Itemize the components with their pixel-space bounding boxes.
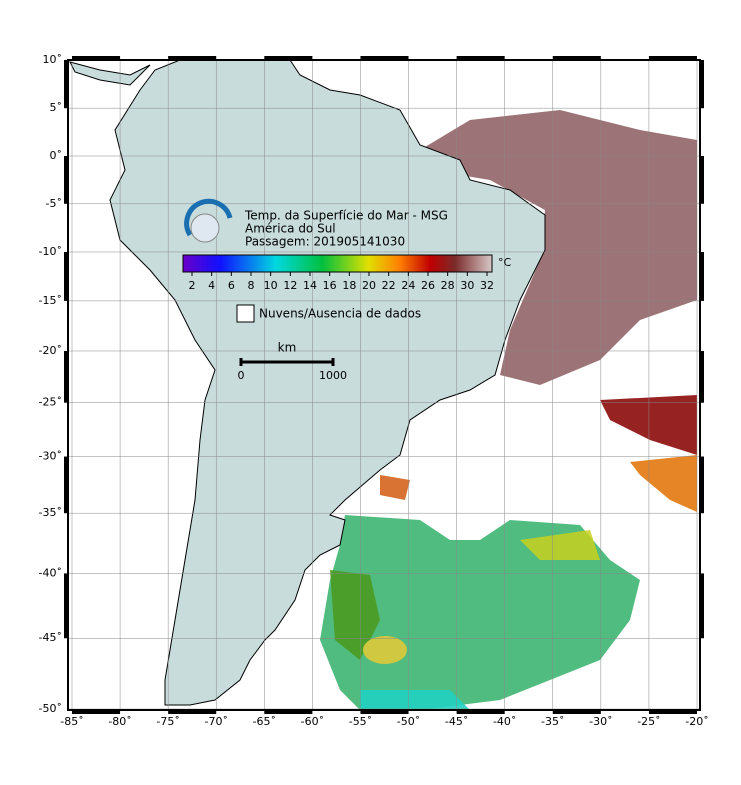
lon-tick-label: -25˚ (637, 715, 660, 728)
graticule (68, 59, 700, 710)
lat-tick-label: -20˚ (39, 344, 62, 357)
frame-segment (456, 56, 505, 60)
title-line: Temp. da Superfície do Mar - MSG (244, 209, 448, 223)
colorbar-tick-label: 6 (228, 279, 235, 292)
frame-segment (700, 573, 704, 639)
colorbar-tick-label: 16 (323, 279, 337, 292)
frame-segment (700, 350, 704, 403)
lon-tick-label: -55˚ (349, 715, 372, 728)
frame-segment (360, 710, 409, 714)
lat-tick-label: 5˚ (50, 101, 63, 114)
colorbar-tick-label: 28 (441, 279, 455, 292)
frame-segment (552, 56, 601, 60)
lat-tick-label: 0˚ (50, 149, 63, 162)
colorbar-tick-label: 22 (382, 279, 396, 292)
frame-segment (64, 155, 68, 204)
scale-bar (239, 358, 335, 366)
lon-tick-label: -40˚ (493, 715, 516, 728)
scale-label: 1000 (319, 369, 347, 382)
lon-tick-label: -50˚ (397, 715, 420, 728)
lon-tick-label: -35˚ (541, 715, 564, 728)
colorbar-tick-label: 10 (264, 279, 278, 292)
lat-tick-label: -30˚ (39, 450, 62, 463)
scale-unit: km (278, 341, 297, 355)
continent (109, 59, 546, 706)
frame-segment (64, 350, 68, 403)
colorbar-unit: °C (498, 256, 512, 269)
frame-segment (456, 710, 505, 714)
legend-swatch (236, 304, 255, 323)
colorbar-tick-label: 24 (401, 279, 415, 292)
frame-segment (700, 456, 704, 514)
lat-tick-label: 10˚ (43, 53, 63, 66)
colorbar-tick-label: 18 (342, 279, 356, 292)
frame-segment (648, 710, 697, 714)
lat-tick-label: -5˚ (46, 197, 62, 210)
colorbar-tick-label: 14 (303, 279, 317, 292)
colorbar (182, 254, 493, 273)
frame-segment (648, 56, 697, 60)
lat-tick-label: -10˚ (39, 245, 62, 258)
lon-tick-label: -60˚ (301, 715, 324, 728)
lat-tick-label: -15˚ (39, 294, 62, 307)
lon-tick-label: -80˚ (108, 715, 131, 728)
central-america (69, 61, 151, 86)
frame-segment (64, 251, 68, 301)
colorbar-ticks: 2 4 6 8 10 12 14 16 18 20 22 24 26 28 30 32 (189, 272, 494, 292)
lon-tick-label: -70˚ (204, 715, 227, 728)
lat-tick-label: -35˚ (39, 506, 62, 519)
frame-segment (72, 710, 121, 714)
lon-tick-label: -45˚ (445, 715, 468, 728)
colorbar-tick-label: 30 (460, 279, 474, 292)
frame-segment (700, 60, 704, 109)
frame-segment (264, 56, 313, 60)
colorbar-tick-label: 32 (480, 279, 494, 292)
colorbar-tick-label: 12 (283, 279, 297, 292)
title-line: América do Sul (245, 222, 336, 236)
frame-segment (64, 456, 68, 514)
lon-tick-label: -30˚ (589, 715, 612, 728)
frame-segment (552, 710, 601, 714)
frame-segment (168, 710, 217, 714)
lat-tick-label: -25˚ (39, 396, 62, 409)
lat-tick-label: -40˚ (39, 566, 62, 579)
colorbar-tick-label: 2 (189, 279, 196, 292)
scale-label: 0 (238, 369, 245, 382)
lon-tick-label: -85˚ (60, 715, 83, 728)
sst-patches (320, 110, 697, 710)
lon-tick-label: -75˚ (156, 715, 179, 728)
colorbar-tick-label: 20 (362, 279, 376, 292)
logo-globe (190, 213, 220, 243)
logo (184, 198, 233, 237)
title-line: Passagem: 201905141030 (245, 235, 405, 249)
frame-segment (264, 710, 313, 714)
frame-segment (360, 56, 409, 60)
frame-segment (700, 251, 704, 301)
lat-tick-label: -50˚ (39, 702, 62, 715)
colorbar-tick-label: 8 (248, 279, 255, 292)
lat-tick-label: -45˚ (39, 631, 62, 644)
colorbar-tick-label: 4 (208, 279, 215, 292)
frame-segment (168, 56, 217, 60)
colorbar-tick-label: 26 (421, 279, 435, 292)
lon-tick-label: -65˚ (253, 715, 276, 728)
legend-label: Nuvens/Ausencia de dados (259, 307, 421, 321)
frame-segment (64, 573, 68, 639)
frame-segment (64, 60, 68, 109)
lon-tick-label: -20˚ (685, 715, 708, 728)
frame-segment (72, 56, 121, 60)
frame-segment (700, 155, 704, 204)
